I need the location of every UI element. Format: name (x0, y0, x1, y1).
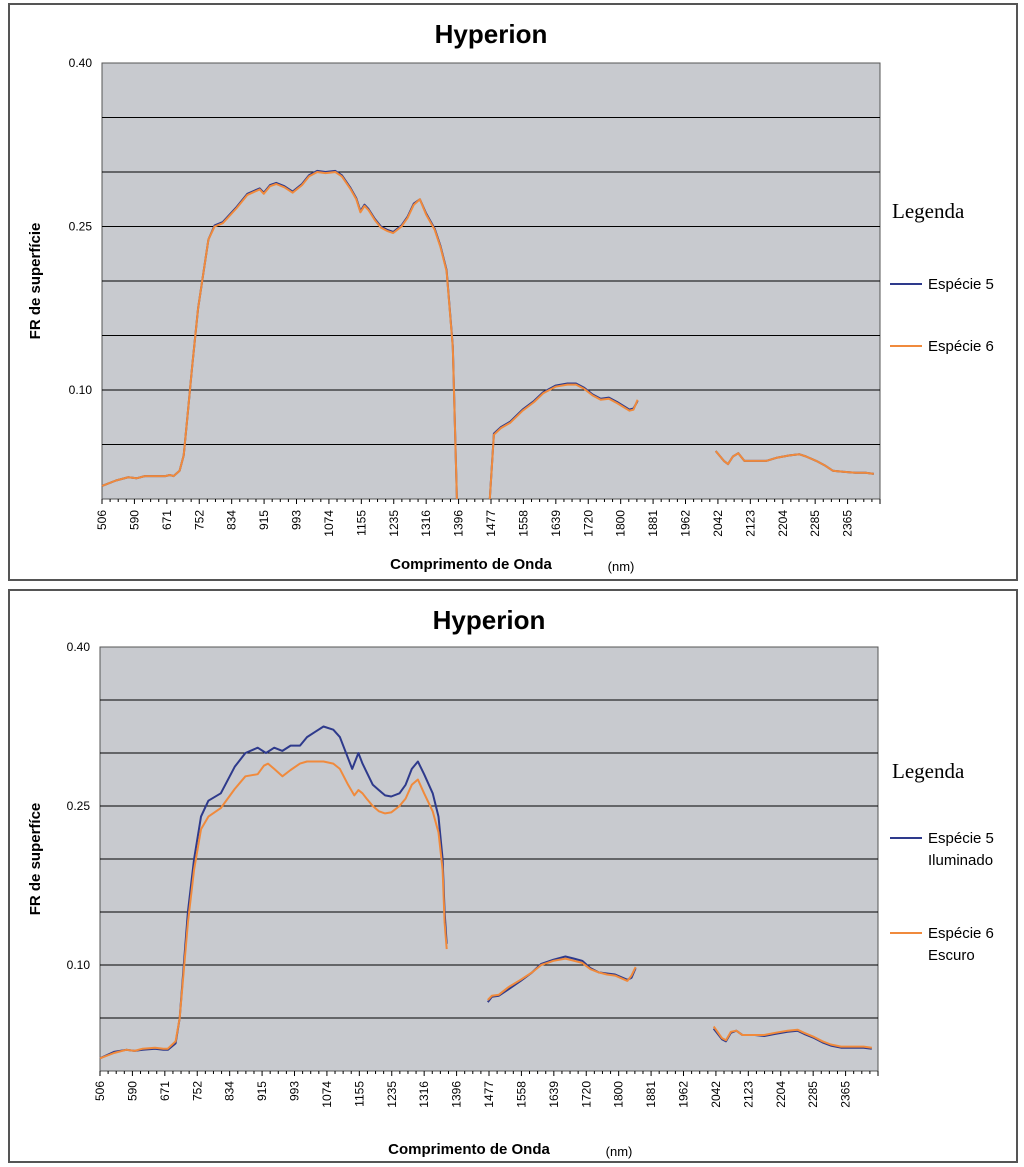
y-tick-label: 0.25 (67, 799, 91, 813)
legend-title: Legenda (892, 759, 965, 783)
x-tick-label: 1074 (322, 510, 336, 537)
x-tick-label: 2042 (711, 510, 725, 537)
legend-label: Escuro (928, 947, 975, 964)
x-tick-label: 590 (125, 1081, 139, 1101)
series-line (101, 171, 458, 500)
x-tick-label: 1477 (484, 510, 498, 537)
x-tick-label: 1235 (387, 510, 401, 537)
chart-svg-top: Hyperion 0.40 0.25 0.10 506 590 671 752 834 915 99… (27, 19, 994, 574)
x-tick-label: 1235 (385, 1081, 399, 1108)
legend-label: Espécie 5 (928, 830, 994, 847)
x-tick-label: 590 (127, 510, 141, 530)
x-tick-label: 915 (255, 1081, 269, 1101)
x-tick-label: 1396 (450, 1081, 464, 1108)
x-axis-title: Comprimento de Onda (388, 1141, 550, 1158)
y-axis-title: FR de superfíce (27, 803, 44, 916)
x-tick-label: 506 (95, 510, 109, 530)
x-tick-label: 2204 (774, 1081, 788, 1108)
y-tick-label: 0.40 (69, 56, 93, 70)
x-tick-label: 993 (290, 510, 304, 530)
chart-svg-bottom: Hyperion 0.40 0.25 0.10 506 590 671 752 834 915 99… (27, 605, 994, 1159)
x-tick-label: 1639 (547, 1081, 561, 1108)
x-axis-unit: (nm) (606, 1144, 633, 1159)
x-tick-label: 915 (257, 510, 271, 530)
legend-title: Legenda (892, 199, 965, 223)
chart-title: Hyperion (433, 605, 546, 635)
x-tick-label: 2123 (741, 1081, 755, 1108)
y-tick-label: 0.40 (67, 640, 91, 654)
x-tick-label: 1477 (482, 1081, 496, 1108)
x-tick-label: 834 (223, 1081, 237, 1101)
x-tick-label: 1962 (679, 510, 693, 537)
x-tick-label: 834 (225, 510, 239, 530)
series-line (487, 957, 637, 1001)
x-tick-label: 752 (192, 510, 206, 530)
legend-label: Espécie 5 (928, 276, 994, 293)
chart-panel-top: Hyperion 0.40 0.25 0.10 506 590 671 752 834 915 99… (8, 3, 1018, 581)
x-tick-label: 2285 (806, 1081, 820, 1108)
y-tick-label: 0.10 (69, 383, 93, 397)
y-tick-label: 0.25 (69, 220, 93, 234)
series-line (712, 1025, 872, 1049)
x-tick-label: 1558 (514, 1081, 528, 1108)
x-tick-label: 1074 (320, 1081, 334, 1108)
series-line (488, 383, 639, 500)
x-tick-label: 1720 (581, 510, 595, 537)
series-line (99, 725, 448, 1060)
y-tick-label: 0.10 (67, 958, 91, 972)
series-line (487, 955, 637, 1003)
x-tick-label: 1800 (612, 1081, 626, 1108)
x-tick-label: 752 (190, 1081, 204, 1101)
x-tick-label: 1800 (614, 510, 628, 537)
x-tick-label: 1316 (419, 510, 433, 537)
x-tick-label: 2042 (709, 1081, 723, 1108)
x-tick-label: 2365 (839, 1081, 853, 1108)
x-tick-label: 1558 (516, 510, 530, 537)
series-2 (99, 760, 872, 1060)
legend-label: Iluminado (928, 852, 993, 869)
x-axis-unit: (nm) (608, 559, 635, 574)
x-axis-title: Comprimento de Onda (390, 556, 552, 573)
legend-label: Espécie 6 (928, 338, 994, 355)
x-tick-label: 2365 (841, 510, 855, 537)
chart-panel-bottom: Hyperion 0.40 0.25 0.10 506 590 671 752 834 915 99… (8, 589, 1018, 1163)
x-tick-label: 1155 (354, 510, 368, 536)
y-axis-title: FR de superfície (27, 223, 44, 340)
x-tick-label: 2285 (808, 510, 822, 537)
x-tick-label: 1316 (417, 1081, 431, 1108)
series-line (714, 450, 874, 475)
chart-title: Hyperion (435, 19, 548, 49)
x-tick-label: 1720 (579, 1081, 593, 1108)
x-tick-label: 2123 (743, 510, 757, 537)
legend-label: Espécie 6 (928, 925, 994, 942)
series-line (99, 760, 448, 1060)
x-tick-label: 671 (158, 1081, 172, 1101)
x-tick-label: 993 (288, 1081, 302, 1101)
x-tick-label: 506 (93, 1081, 107, 1101)
x-tick-label: 1396 (452, 510, 466, 537)
x-tick-label: 1881 (646, 510, 660, 537)
x-tick-label: 1155 (352, 1081, 366, 1107)
x-tick-label: 2204 (776, 510, 790, 537)
x-tick-label: 1639 (549, 510, 563, 537)
x-tick-label: 671 (160, 510, 174, 530)
series-2 (101, 171, 874, 500)
x-tick-label: 1881 (644, 1081, 658, 1108)
x-tick-label: 1962 (677, 1081, 691, 1108)
